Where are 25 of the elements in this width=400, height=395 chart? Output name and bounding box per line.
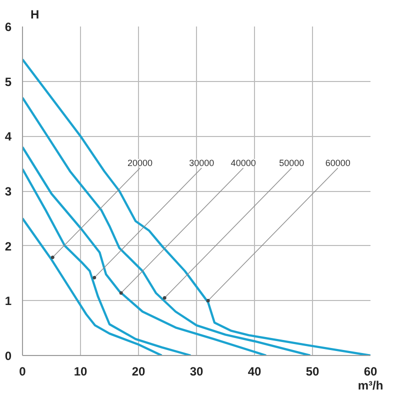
y-tick-label: 5 (4, 74, 12, 89)
line-series (22, 146, 268, 356)
x-tick-label: 40 (248, 364, 262, 378)
annotation: 30000 (189, 158, 214, 168)
y-tick-label: 3 (4, 184, 12, 198)
x-tick-label: 60 (364, 364, 378, 378)
x-tick-label: 10 (74, 364, 88, 378)
y-tick-label: 2 (4, 239, 12, 254)
y-tick-label: 0 (4, 349, 12, 363)
line-series (22, 217, 163, 356)
x-axis-title: m³/h (358, 378, 384, 392)
x-tick-label: 50 (306, 364, 320, 378)
x-tick-label: 30 (190, 364, 204, 378)
annotation: 50000 (279, 158, 304, 168)
annotation: 60000 (325, 158, 350, 168)
y-tick-label: 4 (4, 130, 12, 144)
annotation: 20000 (128, 158, 153, 168)
y-tick-label: 1 (4, 294, 12, 308)
x-tick-label: 0 (19, 364, 26, 378)
y-axis-title: H (30, 8, 40, 22)
annotation: 40000 (230, 158, 256, 168)
line-series (22, 168, 192, 356)
line-series (22, 96, 312, 356)
y-tick-label: 6 (4, 20, 12, 34)
x-tick-label: 20 (132, 364, 146, 378)
